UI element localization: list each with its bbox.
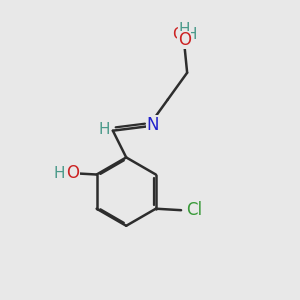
Text: H: H [98,122,110,137]
Text: H: H [178,22,190,37]
Text: Cl: Cl [186,201,203,219]
Text: H: H [186,27,197,42]
Text: O: O [172,27,184,42]
Text: O: O [66,164,79,182]
Text: O: O [178,31,191,49]
Text: N: N [147,116,159,134]
Text: H: H [54,166,65,181]
